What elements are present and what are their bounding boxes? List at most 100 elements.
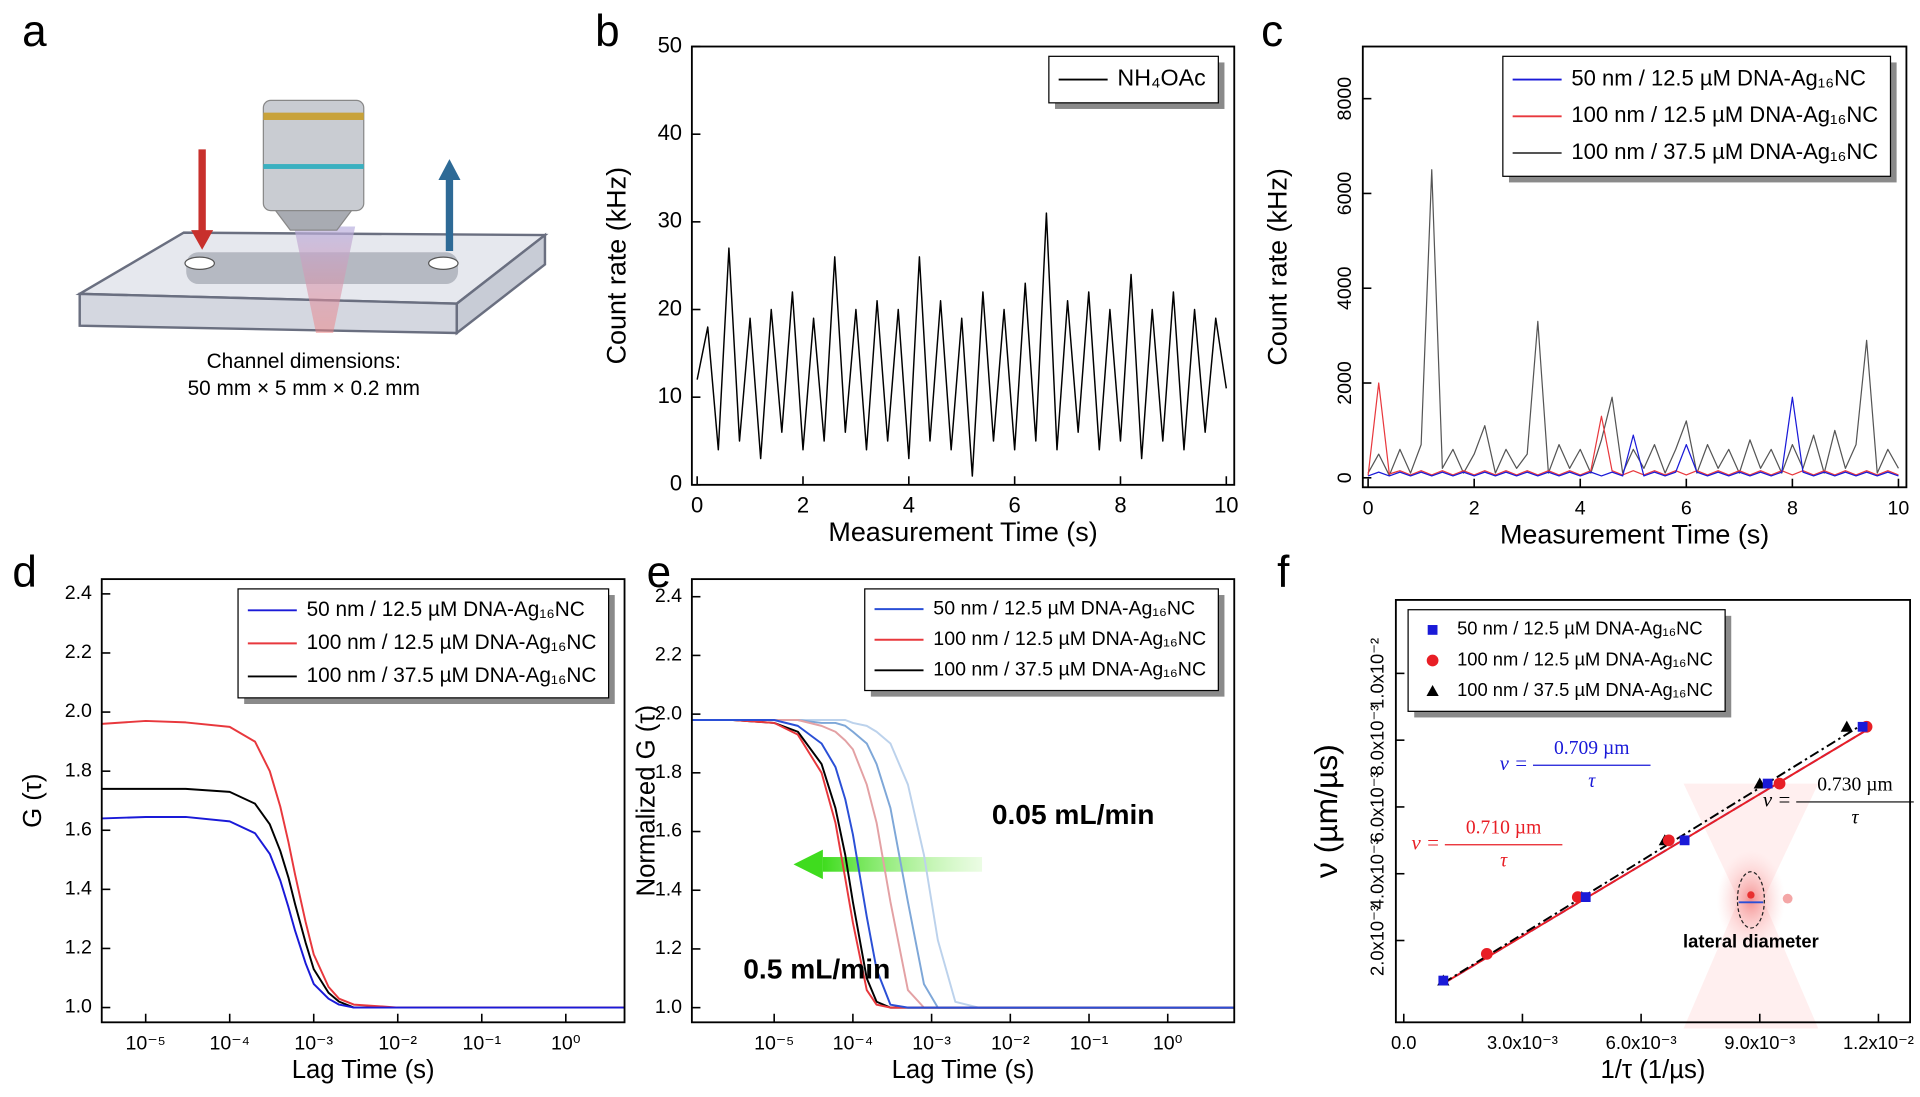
marker bbox=[1857, 721, 1868, 732]
y-tick-label: 0 bbox=[670, 471, 682, 496]
x-tick-label: 9.0x10⁻³ bbox=[1724, 1032, 1795, 1053]
legend-label: 100 nm / 12.5 µM DNA-Ag₁₆NC bbox=[933, 628, 1206, 650]
x-tick-label: 8 bbox=[1787, 497, 1798, 519]
data-line bbox=[1367, 396, 1899, 477]
marker bbox=[1773, 777, 1786, 790]
legend: NH₄OAc bbox=[1048, 55, 1225, 109]
legend-box bbox=[1502, 55, 1892, 177]
x-tick-label: 0 bbox=[1363, 497, 1374, 519]
y-tick-label: 1.0 bbox=[655, 996, 682, 1018]
x-tick-label: 6 bbox=[1009, 493, 1021, 518]
y-tick-label: 2.4 bbox=[655, 585, 682, 607]
axes-frame bbox=[1394, 599, 1911, 1024]
y-tick-label: 2.0 bbox=[65, 700, 92, 722]
legend: 50 nm / 12.5 µM DNA-Ag₁₆NC 100 nm / 12.5 … bbox=[1407, 609, 1732, 718]
y-axis-label: Count rate (kHz) bbox=[602, 167, 632, 364]
marker bbox=[1679, 835, 1690, 846]
equation-denominator: τ bbox=[1500, 850, 1508, 871]
y-axis-label: Normalized G (τ) bbox=[633, 705, 661, 897]
x-tick-label: 6.0x10⁻³ bbox=[1606, 1032, 1677, 1053]
panel-label: f bbox=[1277, 548, 1290, 597]
x-axis-label: Measurement Time (s) bbox=[828, 517, 1097, 547]
caption: Channel dimensions: bbox=[207, 350, 401, 373]
legend-label: 50 nm / 12.5 µM DNA-Ag₁₆NC bbox=[1571, 65, 1866, 90]
y-tick-label: 1.0x10⁻² bbox=[1367, 638, 1388, 709]
y-tick-label: 2.0x10⁻³ bbox=[1367, 905, 1388, 976]
microfluidic-diagram: Channel dimensions: 50 mm × 5 mm × 0.2 m… bbox=[75, 99, 549, 400]
y-tick-label: 0 bbox=[1334, 472, 1356, 483]
y-axis-label: G (τ) bbox=[19, 774, 47, 828]
y-axis-label: ν (µm/µs) bbox=[1308, 744, 1344, 878]
data-line bbox=[696, 212, 1228, 477]
marker bbox=[1840, 720, 1853, 732]
x-tick-label: 10 bbox=[1214, 493, 1239, 518]
x-tick-label: 10⁻⁴ bbox=[833, 1033, 874, 1055]
legend-label: 100 nm / 12.5 µM DNA-Ag₁₆NC bbox=[1457, 648, 1713, 669]
x-tick-label: 2 bbox=[1469, 497, 1480, 519]
axes-frame bbox=[690, 578, 1236, 1024]
equation-denominator: τ bbox=[1851, 808, 1859, 829]
objective-ring bbox=[263, 112, 364, 120]
legend-label: 100 nm / 37.5 µM DNA-Ag₁₆NC bbox=[1571, 139, 1878, 164]
objective-ring bbox=[263, 164, 364, 169]
x-tick-label: 4 bbox=[1575, 497, 1586, 519]
marker bbox=[1662, 834, 1675, 847]
legend-label: 50 nm / 12.5 µM DNA-Ag₁₆NC bbox=[1457, 618, 1703, 639]
legend-label: 100 nm / 12.5 µM DNA-Ag₁₆NC bbox=[1571, 102, 1878, 127]
focal-volume bbox=[1683, 783, 1819, 1029]
x-tick-label: 10⁻³ bbox=[294, 1033, 333, 1055]
flow-arrow bbox=[793, 849, 983, 880]
plot-area bbox=[1437, 720, 1873, 986]
marker bbox=[1438, 975, 1449, 986]
fit-line bbox=[1442, 729, 1868, 985]
x-axis-label: 1/τ (1/µs) bbox=[1600, 1056, 1705, 1084]
equation-denominator: τ bbox=[1588, 771, 1596, 792]
plot-area bbox=[1367, 169, 1899, 477]
y-tick-label: 1.4 bbox=[65, 878, 92, 900]
note: lateral diameter bbox=[1683, 931, 1819, 952]
equation-numerator: 0.710 µm bbox=[1466, 817, 1541, 838]
data-line bbox=[1367, 382, 1899, 476]
caption: 50 mm × 5 mm × 0.2 mm bbox=[188, 377, 420, 400]
outlet bbox=[428, 256, 459, 270]
legend: 50 nm / 12.5 µM DNA-Ag₁₆NC 100 nm / 12.5 … bbox=[237, 588, 615, 704]
inlet bbox=[184, 256, 215, 270]
y-tick-label: 1.0 bbox=[65, 996, 92, 1018]
y-tick-label: 1.8 bbox=[655, 761, 682, 783]
beam bbox=[293, 226, 356, 334]
chart: 10⁻⁵ 10⁻⁴ 10⁻³ 10⁻² 10⁻¹ 10⁰ 1.0 1.2 1.4 1.6 1.8 2.… bbox=[633, 578, 1236, 1084]
x-tick-label: 6 bbox=[1681, 497, 1692, 519]
data-line bbox=[101, 815, 625, 1009]
x-axis-label: Lag Time (s) bbox=[292, 1056, 435, 1084]
fit-line bbox=[1442, 725, 1860, 984]
marker bbox=[1426, 685, 1439, 697]
x-tick-label: 2 bbox=[797, 493, 809, 518]
y-tick-label: 8.0x10⁻³ bbox=[1367, 705, 1388, 776]
equation-lhs: v = bbox=[1411, 831, 1439, 855]
legend-label: 100 nm / 12.5 µM DNA-Ag₁₆NC bbox=[307, 631, 597, 654]
x-tick-label: 8 bbox=[1114, 493, 1126, 518]
spot bbox=[1716, 850, 1786, 949]
y-tick-label: 6.0x10⁻³ bbox=[1367, 771, 1388, 842]
marker bbox=[1480, 947, 1493, 960]
data-line bbox=[101, 787, 625, 1009]
y-tick-label: 2000 bbox=[1334, 361, 1356, 405]
x-tick-label: 10⁻² bbox=[991, 1033, 1030, 1055]
y-tick-label: 2.2 bbox=[655, 644, 682, 666]
x-tick-label: 10⁰ bbox=[551, 1033, 581, 1055]
axes-frame bbox=[1361, 45, 1908, 489]
slab-side bbox=[455, 232, 547, 336]
panel-label: a bbox=[22, 7, 47, 56]
y-tick-label: 6000 bbox=[1334, 172, 1356, 216]
y-tick-label: 2.2 bbox=[65, 641, 92, 663]
plot-area bbox=[691, 719, 1235, 1009]
annotation: 0.5 mL/min bbox=[743, 953, 890, 984]
x-tick-label: 10⁻⁵ bbox=[126, 1033, 166, 1055]
panel-labels: a b c d e f bbox=[12, 7, 1290, 597]
x-tick-label: 10⁻¹ bbox=[1070, 1033, 1109, 1055]
y-tick-label: 1.6 bbox=[65, 818, 92, 840]
legend-label: NH₄OAc bbox=[1117, 65, 1206, 91]
y-tick-label: 50 bbox=[658, 32, 683, 57]
